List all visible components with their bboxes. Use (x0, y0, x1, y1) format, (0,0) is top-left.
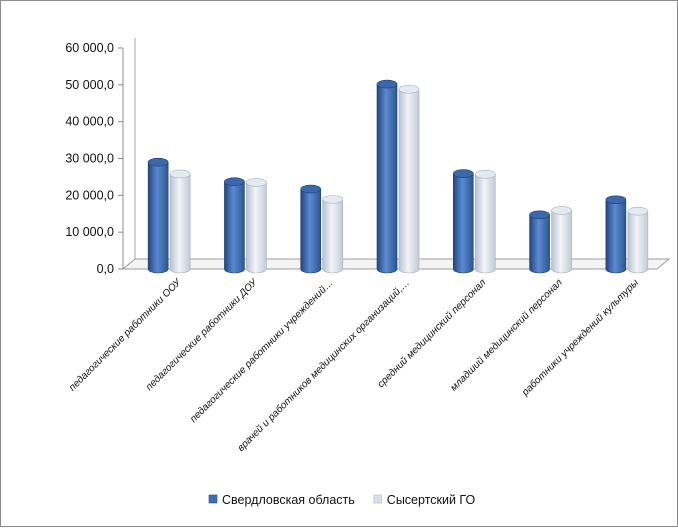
y-tick-label: 10 000,0 (65, 225, 114, 239)
bar-top (398, 84, 420, 94)
bar-body (246, 182, 267, 274)
bars-group (147, 79, 649, 274)
y-tick-labels: 0,0 10 000,0 20 000,0 30 000,0 40 000,0 50 00… (65, 41, 114, 276)
bar-top (551, 206, 572, 215)
bar (529, 210, 550, 274)
bar-body (169, 173, 191, 274)
legend-label: Сысертский ГО (387, 493, 476, 507)
bar (300, 184, 322, 274)
y-tick-label: 60 000,0 (65, 41, 114, 55)
bar (147, 157, 169, 274)
bar (246, 178, 267, 274)
legend-swatch (373, 494, 383, 504)
bar-body (452, 173, 474, 274)
y-tick-label: 20 000,0 (65, 188, 114, 202)
legend-label: Свердловская область (222, 493, 355, 507)
bar-top (376, 79, 398, 89)
bar (376, 79, 398, 274)
bar (627, 206, 649, 274)
legend: Свердловская область Сысертский ГО (208, 493, 476, 507)
bar-body (474, 174, 496, 274)
bar-body (398, 88, 420, 274)
category-label: врачей и работников медицинских организа… (235, 277, 412, 454)
bar (452, 169, 474, 274)
category-labels: педагогические работники ООУпедагогическ… (66, 276, 641, 454)
bar-top (627, 206, 649, 216)
bar-body (376, 83, 398, 274)
bar-top (474, 170, 496, 179)
y-tick-label: 0,0 (97, 262, 114, 276)
bar-top (452, 169, 474, 178)
bar-body (627, 210, 649, 274)
bar-body (300, 188, 322, 274)
y-tick-label: 30 000,0 (65, 152, 114, 166)
y-tick-label: 50 000,0 (65, 78, 114, 92)
bar-body (147, 161, 169, 274)
bar-top (605, 195, 627, 205)
bar-body (529, 214, 550, 274)
bar (398, 84, 420, 274)
bar-top (224, 177, 245, 187)
bar (224, 177, 245, 274)
bar-top (300, 184, 322, 194)
bar (474, 170, 496, 274)
bar-top (147, 157, 169, 167)
bar (322, 195, 344, 274)
bar-top (246, 178, 267, 187)
bar (169, 169, 191, 274)
y-tick-label: 40 000,0 (65, 115, 114, 129)
bar-body (605, 199, 627, 274)
bar (551, 206, 572, 274)
bar-top (529, 210, 550, 220)
bar-body (551, 210, 572, 274)
bar-body (224, 181, 245, 274)
legend-swatch (208, 494, 218, 504)
category-label: педагогические работники учреждений… (188, 277, 336, 425)
bar (605, 195, 627, 274)
category-label: работники учреждений культуры (519, 276, 642, 399)
bar-body (322, 199, 344, 274)
bar-top (322, 195, 344, 204)
bar-top (169, 169, 191, 179)
